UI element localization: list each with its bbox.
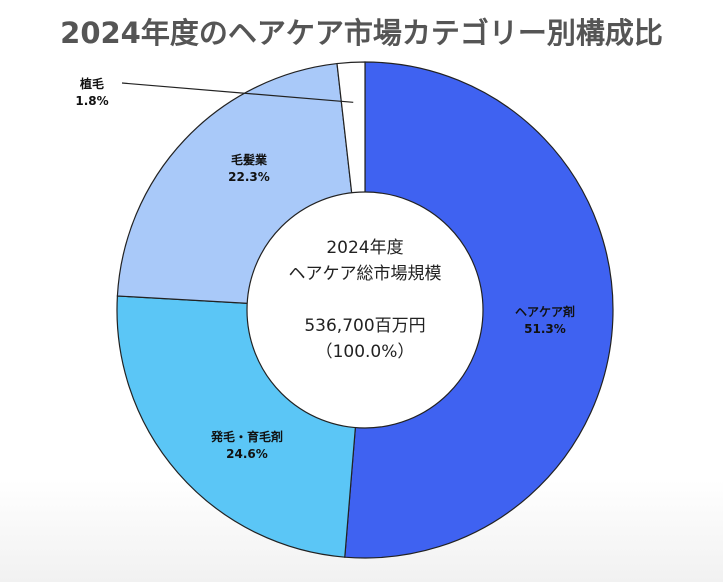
leader-line-4	[121, 82, 354, 103]
slice-name-label-4: 植毛	[79, 76, 104, 91]
center-line-4: （100.0%）	[316, 342, 415, 362]
slice-name-label-3: 毛髪業	[231, 152, 268, 167]
labels-group: ヘアケア剤 51.3% 発毛・育毛剤 24.6% 毛髪業 22.3% 植毛 1.8%	[75, 76, 575, 461]
slice-percent-label-3: 22.3%	[228, 170, 270, 184]
center-line-1: 2024年度	[326, 238, 403, 258]
slice-percent-label-2: 24.6%	[226, 447, 268, 461]
slice-percent-label-1: 51.3%	[524, 322, 566, 336]
center-line-2: ヘアケア総市場規模	[289, 264, 442, 284]
chart-title: 2024年度のヘアケア市場カテゴリー別構成比	[60, 16, 663, 50]
slice-name-label-1: ヘアケア剤	[515, 304, 575, 319]
slice-name-label-2: 発毛・育毛剤	[210, 429, 283, 444]
donut-hole	[246, 191, 484, 429]
slice-percent-label-4: 1.8%	[75, 94, 108, 108]
center-line-3: 536,700百万円	[304, 316, 425, 336]
